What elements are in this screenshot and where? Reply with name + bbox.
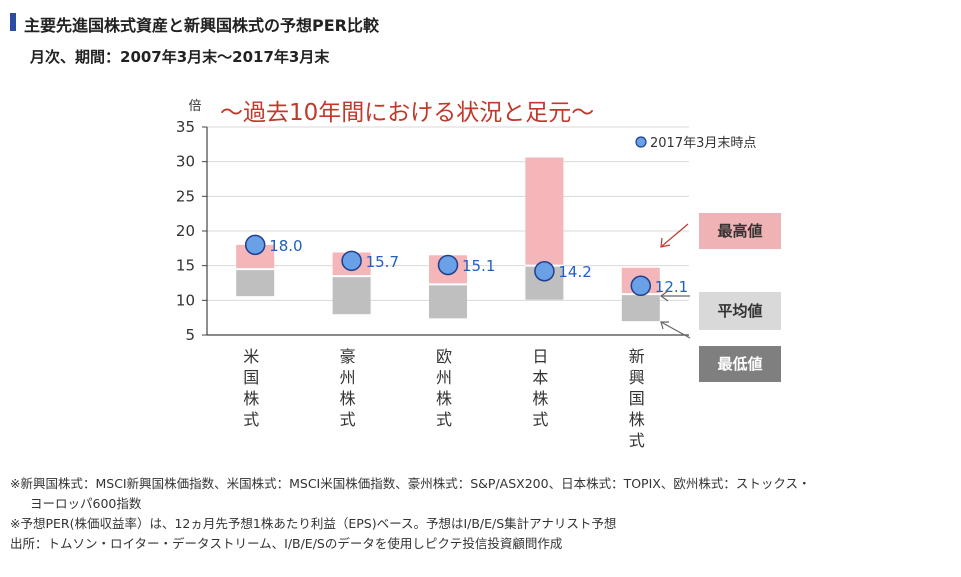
- current-per-label: 14.2: [558, 263, 591, 281]
- y-tick-label: 35: [176, 118, 195, 136]
- current-per-label: 18.0: [269, 237, 302, 255]
- category-label-char: 株: [436, 389, 452, 408]
- current-per-label: 12.1: [655, 278, 688, 296]
- category-label-char: 株: [243, 389, 259, 408]
- current-per-marker: [534, 260, 555, 282]
- category-label-char: 豪: [340, 347, 356, 366]
- avg-low-range: [429, 284, 467, 319]
- category-label-char: 式: [532, 410, 548, 429]
- category-label-char: 式: [243, 410, 259, 429]
- avg-low-range: [236, 269, 275, 297]
- current-per-marker: [437, 254, 459, 276]
- category-label-char: 式: [340, 410, 356, 429]
- arrow-avg-head: [659, 290, 669, 302]
- legend-low: 最低値: [699, 346, 781, 382]
- category-label-char: 株: [532, 389, 548, 408]
- footnote-indices-cont: ヨーロッパ600指数: [30, 496, 142, 511]
- category-label-char: 州: [436, 368, 452, 387]
- point-legend-marker: [635, 136, 647, 148]
- avg-low-range: [621, 294, 660, 322]
- category-label-char: 州: [340, 368, 356, 387]
- page-subtitle: 月次、期間：2007年3月末～2017年3月末: [30, 48, 330, 66]
- footnotes: ※新興国株式：MSCI新興国株価指数、米国株式：MSCI米国株価指数、豪州株式：…: [10, 474, 810, 554]
- category-label-char: 国: [243, 368, 259, 387]
- category-label-char: 本: [532, 368, 548, 387]
- legend-high: 最高値: [699, 213, 781, 249]
- y-tick-label: 30: [176, 153, 195, 171]
- arrow-low: [660, 321, 691, 339]
- arrow-low-head: [660, 321, 669, 330]
- category-label-char: 興: [629, 368, 645, 387]
- current-per-label: 15.1: [462, 257, 495, 275]
- category-label-char: 株: [340, 389, 356, 408]
- chart-banner: ～過去10年間における状況と足元～: [220, 100, 594, 126]
- current-per-label: 15.7: [366, 253, 399, 271]
- category-label-char: 式: [436, 410, 452, 429]
- arrow-high: [661, 223, 689, 247]
- category-label-char: 欧: [436, 347, 452, 366]
- current-per-marker: [341, 250, 362, 272]
- category-label-char: 日: [532, 347, 548, 366]
- category-label-char: 米: [243, 347, 259, 366]
- y-unit-label: 倍: [188, 99, 201, 114]
- category-label-char: 新: [629, 347, 645, 366]
- category-label-char: 株: [629, 410, 645, 429]
- y-tick-label: 20: [176, 222, 195, 240]
- avg-low-range: [332, 276, 371, 315]
- y-tick-label: 10: [176, 291, 195, 309]
- y-tick-label: 25: [176, 187, 195, 205]
- footnote-source: 出所：トムソン・ロイター・データストリーム、I/B/E/Sのデータを使用しピクテ…: [10, 536, 563, 551]
- category-label-char: 式: [629, 431, 645, 450]
- page-title: 主要先進国株式資産と新興国株式の予想PER比較: [24, 16, 379, 35]
- legend-average: 平均値: [699, 292, 781, 330]
- y-tick-label: 15: [176, 257, 195, 275]
- arrow-high-head: [660, 237, 671, 248]
- high-avg-range: [525, 157, 564, 266]
- category-label-char: 国: [629, 389, 645, 408]
- y-tick-label: 5: [185, 326, 195, 344]
- title-accent-bar: [10, 13, 16, 31]
- current-per-marker: [244, 234, 266, 256]
- current-per-marker: [630, 275, 652, 297]
- footnote-indices: ※新興国株式：MSCI新興国株価指数、米国株式：MSCI米国株価指数、豪州株式：…: [10, 476, 811, 491]
- point-legend-label: 2017年3月末時点: [650, 136, 756, 151]
- footnote-per: ※予想PER(株価収益率）は、12ヵ月先予想1株あたり利益（EPS)ベース。予想…: [10, 516, 617, 531]
